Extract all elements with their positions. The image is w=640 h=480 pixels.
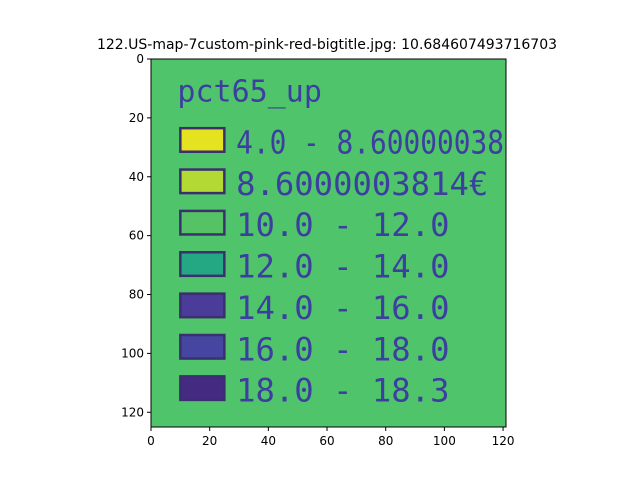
x-tick-label: 60: [319, 434, 334, 448]
legend-image: pct65_up 4.0 - 8.600000388.6000003814€10…: [177, 75, 504, 410]
x-tick-label: 40: [261, 434, 276, 448]
x-tick-label: 120: [492, 434, 515, 448]
legend-entry-label: 18.0 - 18.3: [236, 372, 449, 410]
legend-swatch: [179, 126, 226, 153]
x-axis: 0 20 40 60 80 100 120: [147, 427, 515, 448]
axes-frame: [150, 58, 507, 428]
image-background: [151, 59, 506, 427]
legend-swatch: [179, 251, 226, 278]
y-tick-label: 0: [136, 52, 144, 66]
x-tick-label: 80: [378, 434, 393, 448]
y-tick-label: 120: [121, 405, 144, 419]
y-tick-label: 80: [129, 288, 144, 302]
legend-entry-label: 10.0 - 12.0: [236, 206, 449, 244]
legend-swatch: [179, 375, 226, 402]
legend-entry-label: 12.0 - 14.0: [236, 248, 449, 286]
legend-swatch: [179, 168, 226, 195]
y-tick-label: 20: [129, 111, 144, 125]
x-tick-label: 0: [147, 434, 155, 448]
y-tick-label: 60: [129, 229, 144, 243]
chart-title: 122.US-map-7custom-pink-red-bigtitle.jpg…: [97, 37, 557, 53]
legend-entry-label: 8.6000003814€: [236, 165, 488, 203]
x-tick-label: 20: [202, 434, 217, 448]
legend-swatch: [179, 209, 226, 236]
y-axis: 0 20 40 60 80 100 120: [121, 52, 151, 419]
legend-title: pct65_up: [177, 75, 322, 110]
y-tick-label: 100: [121, 346, 144, 360]
y-tick-label: 40: [129, 170, 144, 184]
legend-entry-label: 16.0 - 18.0: [236, 330, 449, 368]
legend-swatch: [179, 292, 226, 319]
legend-entry-label: 4.0 - 8.60000038: [236, 124, 504, 162]
plot-area: pct65_up 4.0 - 8.600000388.6000003814€10…: [150, 58, 507, 428]
legend-swatch: [179, 333, 226, 360]
x-tick-label: 100: [433, 434, 456, 448]
legend-entry-label: 14.0 - 16.0: [236, 289, 449, 327]
